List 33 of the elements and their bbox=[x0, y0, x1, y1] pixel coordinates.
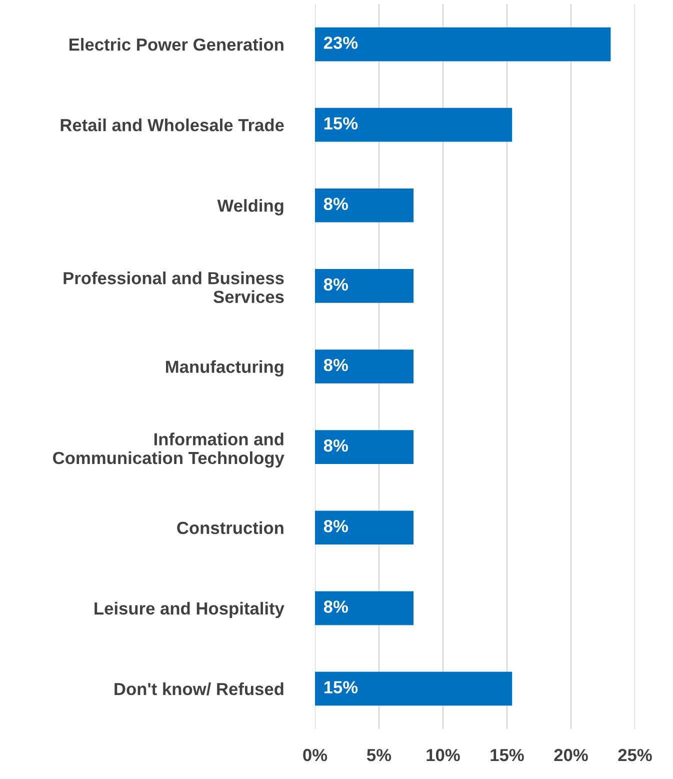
x-tick-label: 25% bbox=[618, 748, 652, 762]
bar bbox=[315, 591, 414, 626]
data-label: 23% bbox=[324, 36, 358, 49]
bar bbox=[315, 108, 512, 142]
data-label: 8% bbox=[324, 358, 348, 372]
y-tick-label: Don't know/ Refused bbox=[114, 682, 284, 696]
bar bbox=[315, 188, 414, 222]
y-tick-label: Leisure and Hospitality bbox=[94, 602, 284, 618]
bar bbox=[315, 350, 414, 384]
data-label: 15% bbox=[324, 681, 358, 694]
bar bbox=[315, 27, 611, 62]
x-tick-label: 5% bbox=[366, 748, 392, 762]
y-tick-label: Manufacturing bbox=[166, 360, 284, 376]
x-tick-label: 10% bbox=[426, 748, 460, 762]
y-tick-label: Electric Power Generation bbox=[69, 38, 284, 51]
data-label: 15% bbox=[324, 117, 358, 130]
bar bbox=[315, 510, 414, 545]
x-tick-label: 0% bbox=[303, 748, 328, 762]
x-tick-label: 20% bbox=[554, 748, 588, 762]
bar bbox=[315, 269, 414, 303]
bar bbox=[315, 430, 414, 464]
x-tick-label: 15% bbox=[490, 748, 524, 762]
bar bbox=[315, 672, 512, 706]
y-tick-label: Retail and Wholesale Trade bbox=[60, 118, 284, 132]
data-label: 8% bbox=[324, 439, 348, 452]
data-label: 8% bbox=[324, 520, 348, 532]
data-label: 8% bbox=[324, 198, 348, 210]
y-tick-label: Professional and Business Services bbox=[64, 272, 284, 304]
y-tick-label: Information and Communication Technology bbox=[53, 432, 284, 468]
y-tick-label: Welding bbox=[217, 199, 284, 216]
data-label: 8% bbox=[324, 278, 348, 291]
y-tick-label: Construction bbox=[177, 521, 284, 534]
data-label: 8% bbox=[324, 600, 348, 613]
